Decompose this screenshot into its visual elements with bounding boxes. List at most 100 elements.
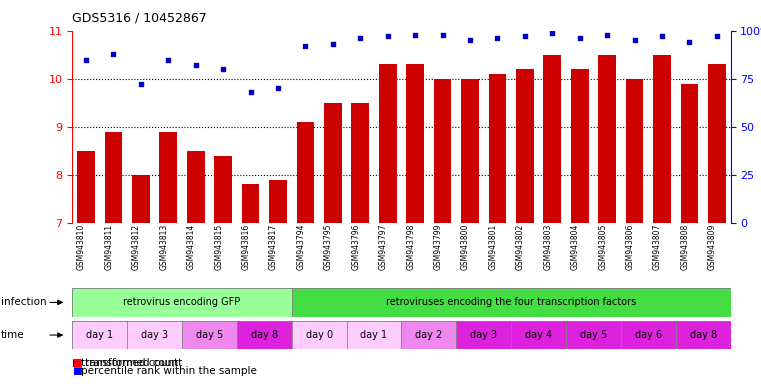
Text: GSM943815: GSM943815 bbox=[214, 224, 223, 270]
Bar bbox=[379, 64, 396, 223]
Text: GSM943807: GSM943807 bbox=[653, 224, 662, 270]
Bar bbox=[457, 321, 511, 349]
Text: GSM943806: GSM943806 bbox=[626, 224, 635, 270]
Text: GSM943816: GSM943816 bbox=[241, 224, 250, 270]
Text: GSM943811: GSM943811 bbox=[104, 224, 113, 270]
Text: GSM943799: GSM943799 bbox=[434, 224, 443, 270]
Text: time: time bbox=[1, 330, 24, 340]
Bar bbox=[291, 288, 731, 317]
Text: GSM943817: GSM943817 bbox=[269, 224, 278, 270]
Point bbox=[437, 31, 449, 38]
Bar bbox=[516, 69, 533, 223]
Point bbox=[656, 33, 668, 40]
Text: day 3: day 3 bbox=[470, 330, 497, 340]
Text: GSM943801: GSM943801 bbox=[489, 224, 498, 270]
Point bbox=[711, 33, 723, 40]
Bar bbox=[566, 321, 621, 349]
Point bbox=[629, 37, 641, 43]
Bar bbox=[215, 156, 232, 223]
Text: infection: infection bbox=[1, 297, 46, 308]
Bar bbox=[324, 103, 342, 223]
Point bbox=[601, 31, 613, 38]
Bar bbox=[489, 74, 506, 223]
Bar bbox=[653, 55, 671, 223]
Bar bbox=[72, 321, 127, 349]
Bar bbox=[159, 131, 177, 223]
Text: day 1: day 1 bbox=[86, 330, 113, 340]
Bar bbox=[511, 321, 566, 349]
Bar bbox=[434, 79, 451, 223]
Text: day 8: day 8 bbox=[689, 330, 717, 340]
Text: GSM943808: GSM943808 bbox=[680, 224, 689, 270]
Text: GSM943813: GSM943813 bbox=[159, 224, 168, 270]
Bar bbox=[598, 55, 616, 223]
Text: GSM943796: GSM943796 bbox=[352, 224, 360, 270]
Point bbox=[409, 31, 422, 38]
Bar bbox=[269, 180, 287, 223]
Bar bbox=[182, 321, 237, 349]
Point bbox=[464, 37, 476, 43]
Text: retroviruses encoding the four transcription factors: retroviruses encoding the four transcrip… bbox=[386, 297, 636, 308]
Bar bbox=[543, 55, 561, 223]
Text: day 6: day 6 bbox=[635, 330, 662, 340]
Bar bbox=[127, 321, 182, 349]
Bar bbox=[406, 64, 424, 223]
Point bbox=[244, 89, 256, 95]
Bar bbox=[571, 69, 588, 223]
Point bbox=[162, 56, 174, 63]
Point bbox=[326, 41, 339, 47]
Bar bbox=[186, 151, 205, 223]
Point bbox=[574, 35, 586, 41]
Text: GSM943797: GSM943797 bbox=[379, 224, 387, 270]
Bar bbox=[402, 321, 457, 349]
Point bbox=[381, 33, 393, 40]
Bar bbox=[242, 184, 260, 223]
Bar bbox=[461, 79, 479, 223]
Text: ■: ■ bbox=[72, 366, 82, 376]
Point bbox=[546, 30, 559, 36]
Bar bbox=[680, 84, 699, 223]
Bar bbox=[621, 321, 676, 349]
Point bbox=[135, 81, 147, 88]
Text: ■ transformed count: ■ transformed count bbox=[72, 358, 183, 368]
Text: GSM943805: GSM943805 bbox=[598, 224, 607, 270]
Bar bbox=[297, 122, 314, 223]
Bar bbox=[626, 79, 644, 223]
Point bbox=[217, 66, 229, 72]
Bar bbox=[237, 321, 291, 349]
Text: GSM943810: GSM943810 bbox=[77, 224, 86, 270]
Text: ■: ■ bbox=[72, 358, 82, 368]
Text: day 2: day 2 bbox=[416, 330, 442, 340]
Text: GSM943812: GSM943812 bbox=[132, 224, 141, 270]
Text: percentile rank within the sample: percentile rank within the sample bbox=[81, 366, 257, 376]
Point bbox=[107, 51, 119, 57]
Text: day 0: day 0 bbox=[306, 330, 333, 340]
Text: GSM943804: GSM943804 bbox=[571, 224, 580, 270]
Bar bbox=[352, 103, 369, 223]
Text: retrovirus encoding GFP: retrovirus encoding GFP bbox=[123, 297, 240, 308]
Text: day 1: day 1 bbox=[361, 330, 387, 340]
Text: day 4: day 4 bbox=[525, 330, 552, 340]
Text: day 3: day 3 bbox=[141, 330, 168, 340]
Text: transformed count: transformed count bbox=[81, 358, 179, 368]
Text: GSM943794: GSM943794 bbox=[297, 224, 305, 270]
Bar bbox=[132, 175, 150, 223]
Point bbox=[354, 35, 366, 41]
Text: GSM943809: GSM943809 bbox=[708, 224, 717, 270]
Text: day 8: day 8 bbox=[250, 330, 278, 340]
Text: day 5: day 5 bbox=[196, 330, 223, 340]
Text: GSM943802: GSM943802 bbox=[516, 224, 525, 270]
Point bbox=[189, 62, 202, 68]
Bar bbox=[77, 151, 95, 223]
Text: GSM943795: GSM943795 bbox=[324, 224, 333, 270]
Point bbox=[492, 35, 504, 41]
Text: GSM943798: GSM943798 bbox=[406, 224, 416, 270]
Point bbox=[80, 56, 92, 63]
Point bbox=[683, 39, 696, 45]
Bar bbox=[676, 321, 731, 349]
Text: GDS5316 / 10452867: GDS5316 / 10452867 bbox=[72, 12, 207, 25]
Bar bbox=[708, 64, 726, 223]
Bar bbox=[104, 131, 123, 223]
Text: day 5: day 5 bbox=[580, 330, 607, 340]
Point bbox=[272, 85, 284, 91]
